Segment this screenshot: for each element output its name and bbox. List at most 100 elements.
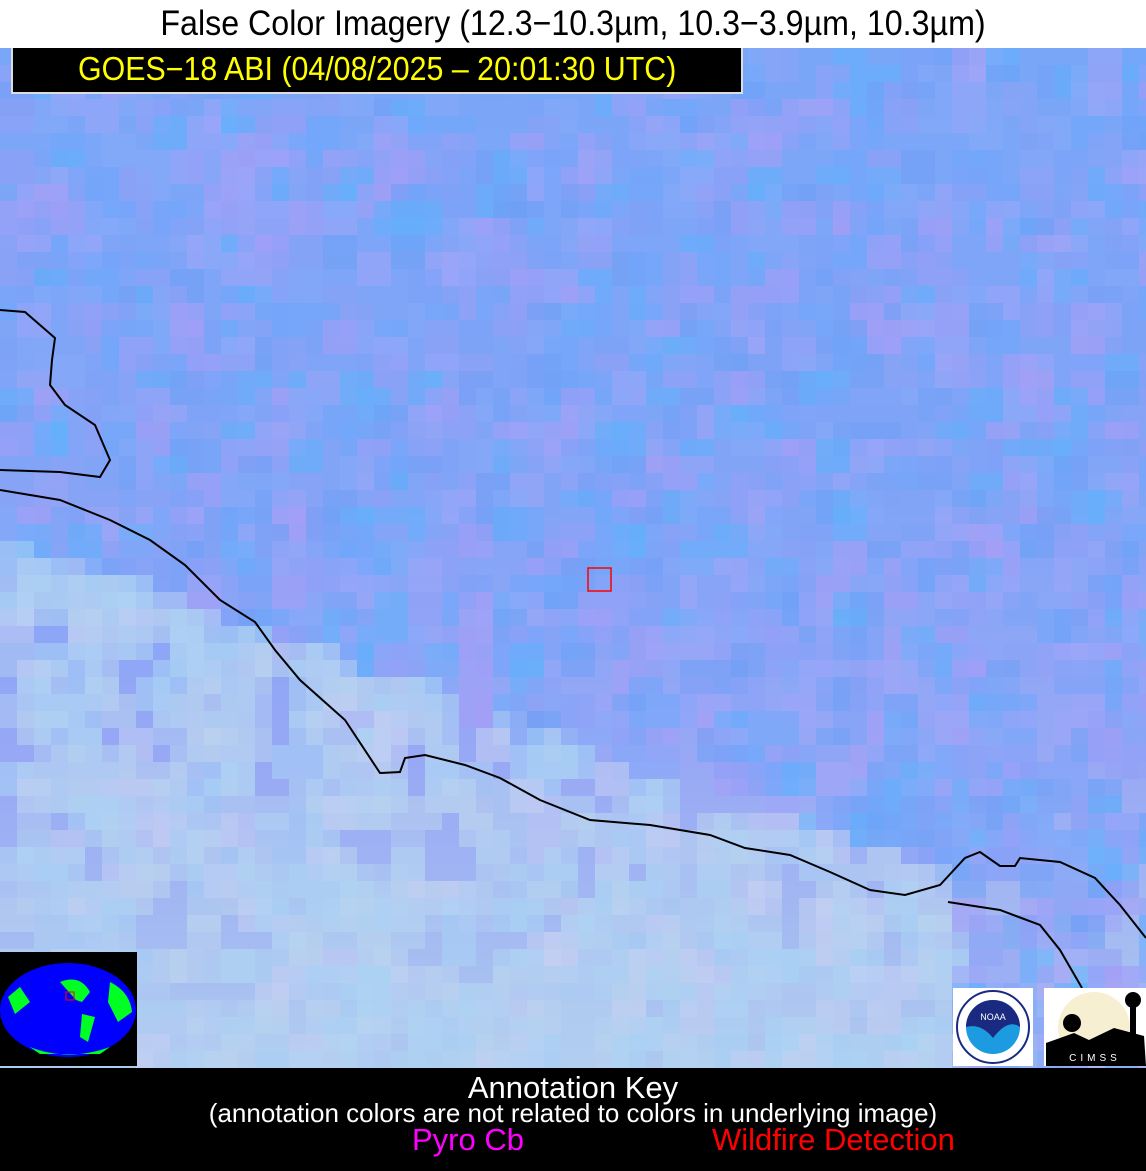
- noaa-logo-text: NOAA: [980, 1012, 1006, 1022]
- pixel-block: [221, 779, 255, 813]
- pixel-block: [1139, 456, 1146, 490]
- pixel-block: [612, 371, 646, 405]
- pixel-block: [442, 405, 476, 439]
- pixel-block: [153, 711, 187, 745]
- pixel-block: [34, 99, 68, 133]
- image-title: False Color Imagery (12.3−10.3µm, 10.3−3…: [45, 0, 1101, 48]
- pixel-block: [748, 218, 782, 252]
- coastline-overlay: [0, 309, 1146, 989]
- pixel-block: [187, 388, 221, 422]
- pixel-block: [459, 320, 493, 354]
- satellite-timestamp-label: GOES−18 ABI (04/08/2025 – 20:01:30 UTC): [11, 48, 743, 94]
- pixel-block: [1037, 473, 1071, 507]
- annotation-key-note: (annotation colors are not related to co…: [208, 1098, 938, 1128]
- pixel-block: [850, 677, 884, 711]
- pixel-block: [1139, 286, 1146, 320]
- pixel-block: [1088, 133, 1122, 167]
- pixel-block: [629, 252, 663, 286]
- pixel-block: [578, 235, 612, 269]
- pixel-block: [1003, 82, 1037, 116]
- pixel-block: [1122, 745, 1146, 779]
- pixel-block: [969, 116, 1003, 150]
- pixel-blocks: [0, 48, 1146, 1068]
- pixel-block: [680, 626, 714, 660]
- pixel-block: [408, 269, 442, 303]
- pixel-block: [901, 150, 935, 184]
- pixel-block: [510, 507, 544, 541]
- pixel-block: [799, 592, 833, 626]
- annotation-key: Annotation Key (annotation colors are no…: [0, 1068, 1146, 1171]
- pixel-block: [119, 626, 153, 660]
- pixel-block: [272, 303, 306, 337]
- pixel-block: [85, 99, 119, 133]
- pixel-block: [816, 388, 850, 422]
- pixel-block: [459, 439, 493, 473]
- pixel-block: [629, 201, 663, 235]
- pixel-block: [408, 558, 442, 592]
- pixel-block: [714, 150, 748, 184]
- pixel-block: [306, 711, 340, 745]
- pixel-block: [731, 422, 765, 456]
- pixel-block: [306, 507, 340, 541]
- pixel-block: [1054, 524, 1088, 558]
- pixel-block: [153, 116, 187, 150]
- pixel-block: [561, 643, 595, 677]
- noaa-logo: NOAA: [953, 988, 1033, 1066]
- pixel-block: [884, 99, 918, 133]
- pixel-block: [476, 728, 510, 762]
- pixel-block: [833, 541, 867, 575]
- pixel-block: [1020, 167, 1054, 201]
- pixel-block: [1105, 371, 1139, 405]
- pixel-block: [221, 473, 255, 507]
- pixel-block: [952, 65, 986, 99]
- pixel-block: [765, 711, 799, 745]
- pixel-block: [289, 388, 323, 422]
- pixel-block: [765, 269, 799, 303]
- pixel-block: [884, 354, 918, 388]
- pixel-block: [1139, 388, 1146, 422]
- pixel-block: [51, 354, 85, 388]
- wildfire-detection-box: [587, 567, 612, 592]
- pixel-block: [833, 507, 867, 541]
- pixel-block: [17, 337, 51, 371]
- pixel-block: [1088, 82, 1122, 116]
- pixel-block: [646, 745, 680, 779]
- pixel-block: [748, 133, 782, 167]
- coastline: [0, 489, 1146, 939]
- pixel-block: [34, 711, 68, 745]
- pixel-block: [391, 643, 425, 677]
- pixel-block: [850, 116, 884, 150]
- pixel-block: [374, 592, 408, 626]
- pixel-block: [272, 575, 306, 609]
- legend-wildfire-detection: Wildfire Detection: [712, 1122, 955, 1157]
- pixel-block: [323, 235, 357, 269]
- satellite-timestamp-text: GOES−18 ABI (04/08/2025 – 20:01:30 UTC): [77, 50, 677, 87]
- pixel-block: [697, 252, 731, 286]
- pixel-block: [765, 48, 799, 82]
- pixel-block: [884, 184, 918, 218]
- pixel-block: [578, 303, 612, 337]
- pixel-block: [1054, 660, 1088, 694]
- pixel-block: [0, 99, 34, 133]
- pixel-block: [323, 201, 357, 235]
- pixel-block: [850, 354, 884, 388]
- pixel-block: [833, 235, 867, 269]
- cimss-logo-text: CIMSS: [1069, 1053, 1121, 1064]
- pixel-block: [629, 167, 663, 201]
- cimss-logo: CIMSS: [1044, 988, 1146, 1066]
- pixel-block: [391, 235, 425, 269]
- pixel-block: [663, 184, 697, 218]
- pixel-block: [527, 235, 561, 269]
- pixel-block: [663, 354, 697, 388]
- pixel-block: [867, 235, 901, 269]
- pixel-block: [1020, 524, 1054, 558]
- pixel-block: [1054, 745, 1088, 779]
- pixel-block: [1139, 541, 1146, 575]
- pixel-block: [731, 677, 765, 711]
- pixel-block: [986, 320, 1020, 354]
- pixel-block: [289, 201, 323, 235]
- pixel-block: [935, 303, 969, 337]
- pixel-block: [850, 626, 884, 660]
- pixel-block: [85, 167, 119, 201]
- pixel-block: [0, 609, 34, 643]
